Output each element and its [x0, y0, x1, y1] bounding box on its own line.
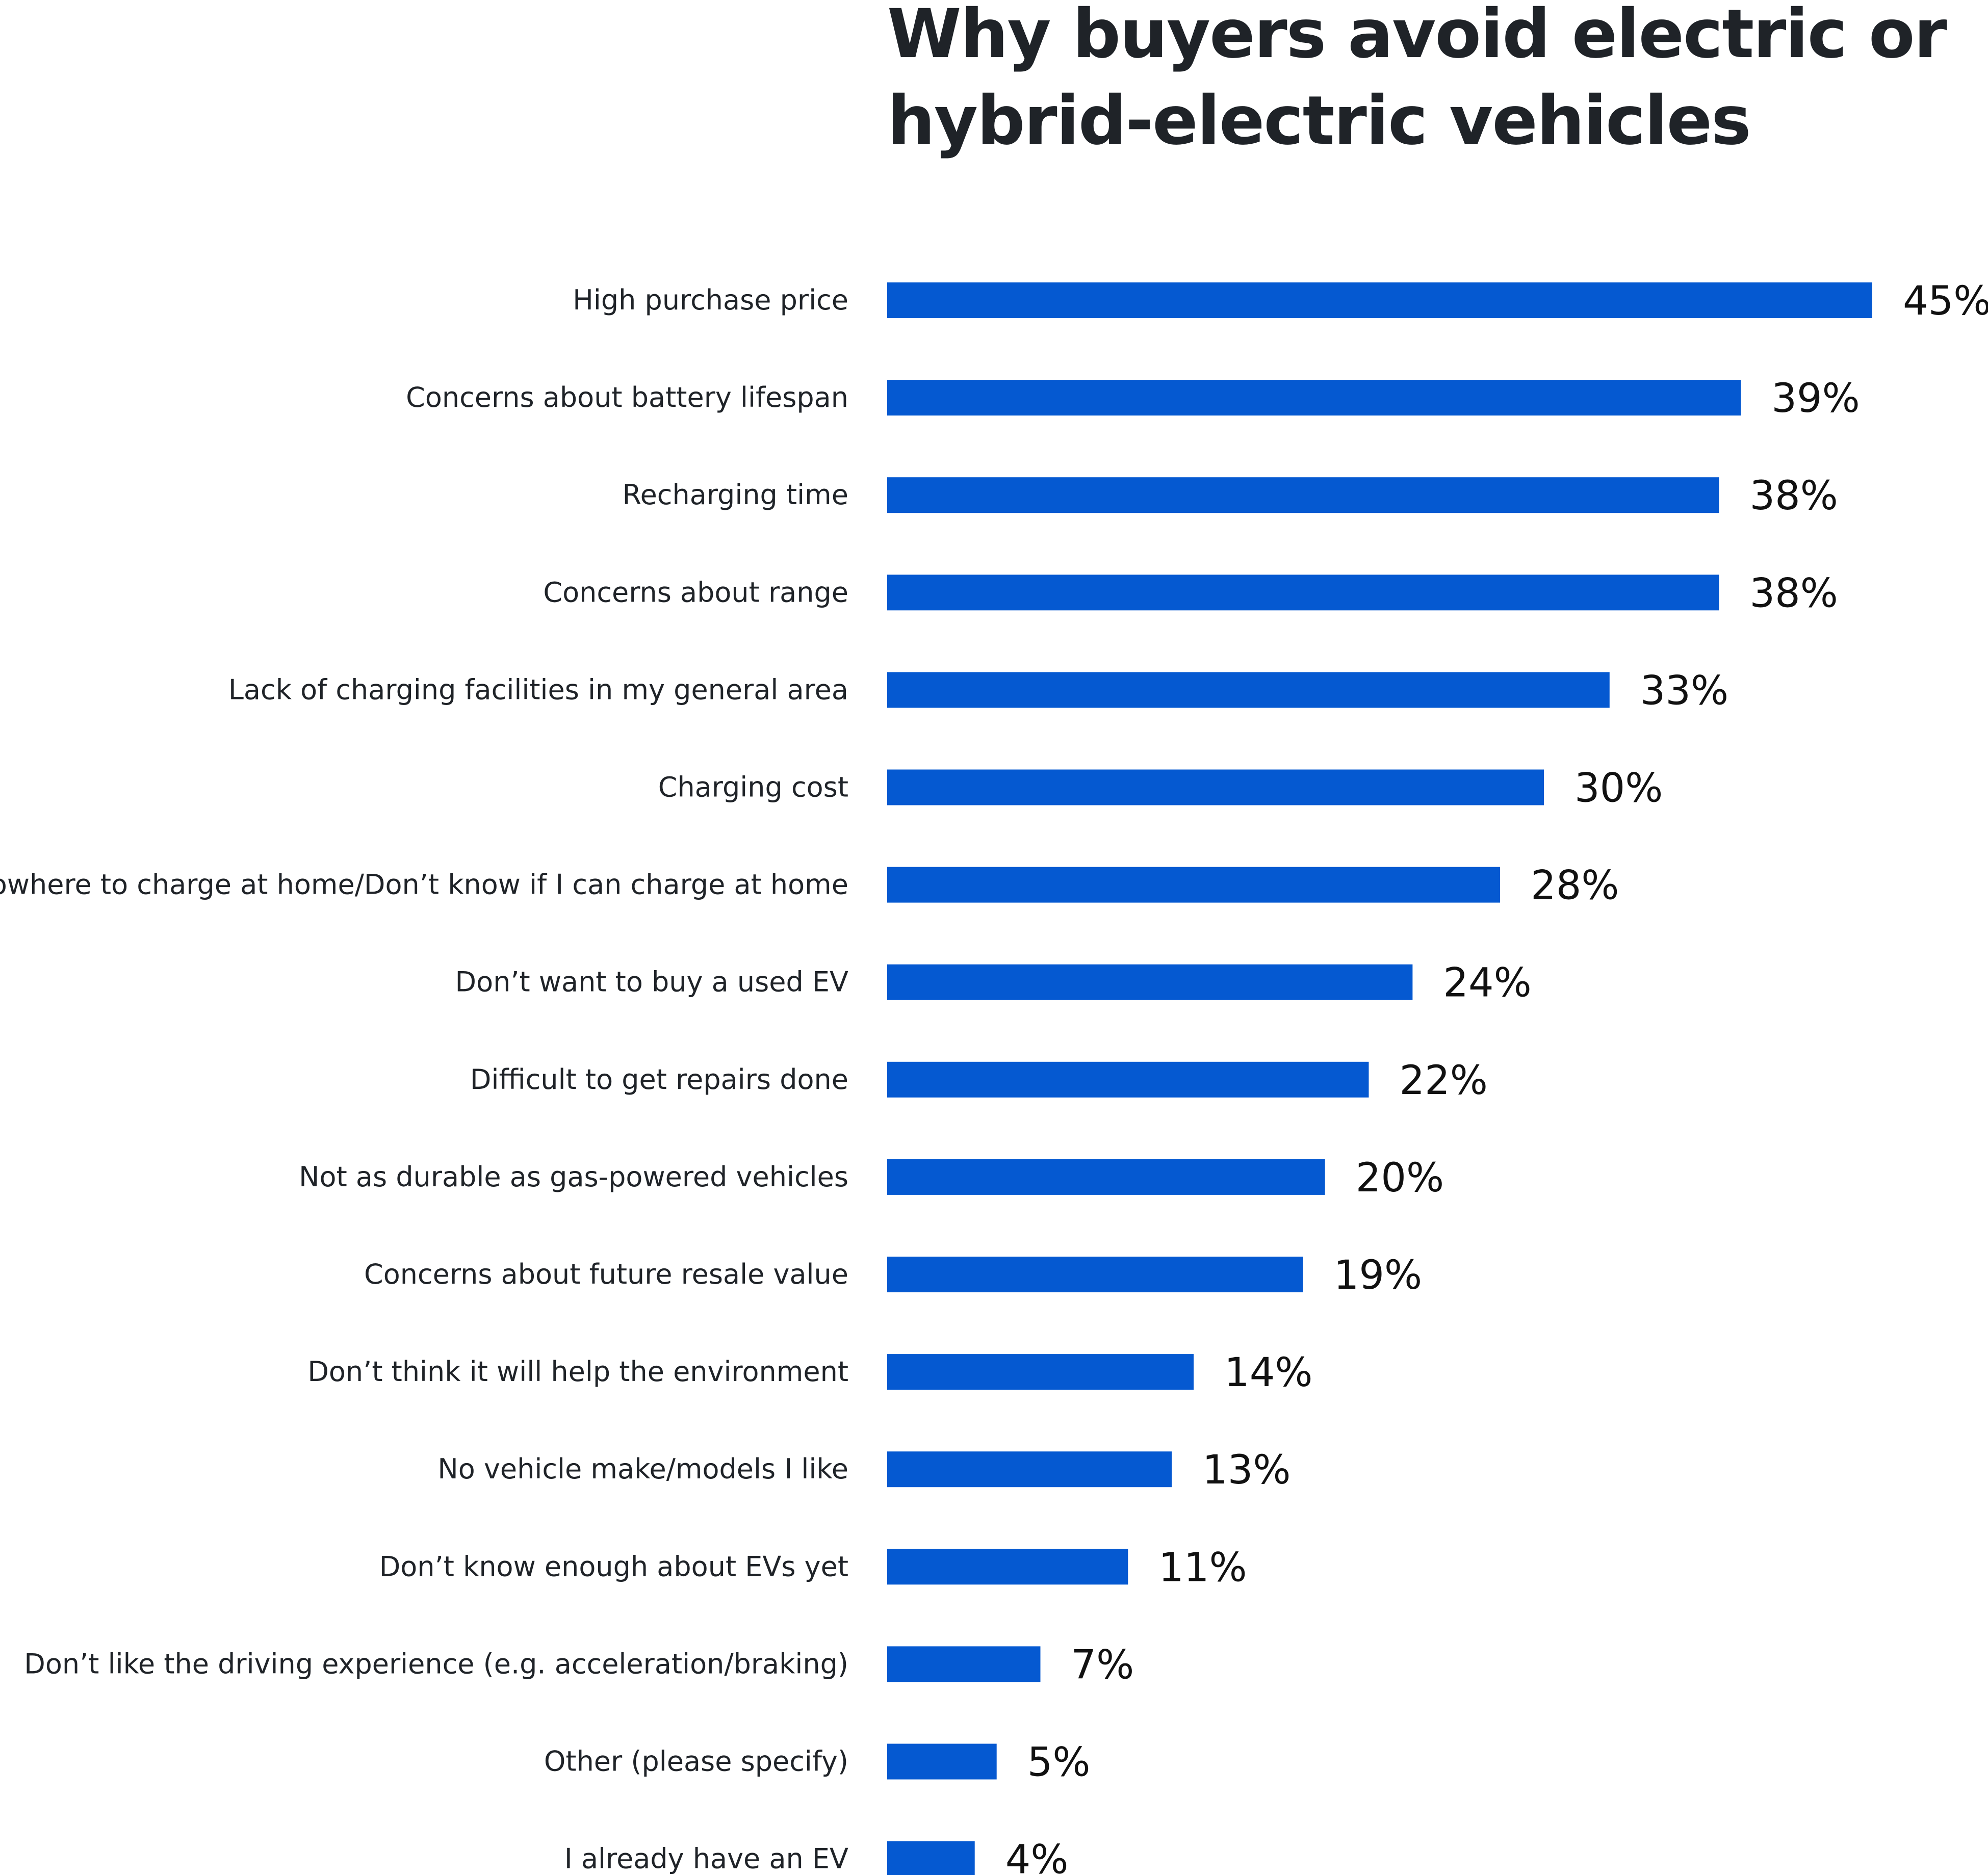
category-label: Other (please specify): [544, 1746, 848, 1778]
category-label: No vehicle make/models I like: [437, 1453, 848, 1485]
category-label: Concerns about battery lifespan: [406, 381, 848, 413]
value-label: 7%: [1071, 1642, 1134, 1688]
value-label: 4%: [1005, 1837, 1069, 1875]
bar: [887, 1646, 1041, 1682]
category-labels: High purchase price Concerns about batter…: [0, 284, 848, 1875]
value-label: 22%: [1400, 1058, 1488, 1104]
value-label: 11%: [1158, 1545, 1247, 1591]
value-labels: 45% 39% 38% 38% 33% 30% 28% 24% 22% 20% 19% 14% 13% 1…: [1005, 278, 1988, 1875]
bar: [887, 1743, 997, 1780]
category-label: I already have an EV: [564, 1843, 848, 1875]
category-label: Not as durable as gas-powered vehicles: [299, 1161, 848, 1193]
value-label: 45%: [1903, 278, 1988, 324]
category-label: Don’t know enough about EVs yet: [379, 1550, 848, 1582]
value-label: 38%: [1750, 473, 1838, 519]
category-label: Nowhere to charge at home/Don’t know if …: [0, 869, 848, 901]
category-label: Don’t think it will help the environment: [307, 1356, 848, 1388]
bar: [887, 1061, 1369, 1098]
bar: [887, 477, 1719, 513]
category-label: Recharging time: [622, 479, 848, 511]
value-label: 20%: [1356, 1155, 1444, 1201]
value-label: 33%: [1640, 668, 1728, 714]
category-label: Concerns about future resale value: [364, 1258, 848, 1290]
bar: [887, 1451, 1172, 1488]
value-label: 39%: [1771, 376, 1860, 422]
value-label: 28%: [1531, 863, 1619, 909]
category-label: Charging cost: [658, 771, 848, 803]
bar: [887, 1159, 1325, 1195]
category-label: Difficult to get repairs done: [470, 1063, 848, 1096]
bar: [887, 380, 1741, 416]
bar: [887, 867, 1501, 903]
bar: [887, 1549, 1128, 1585]
chart-title: Why buyers avoid electric or hybrid-elec…: [887, 0, 1947, 160]
category-label: Concerns about range: [543, 576, 848, 608]
bar: [887, 575, 1719, 611]
bar: [887, 964, 1413, 1000]
bars-group: [887, 282, 1872, 1875]
bar: [887, 1841, 975, 1875]
category-label: High purchase price: [573, 284, 848, 316]
value-label: 30%: [1574, 766, 1663, 812]
value-label: 19%: [1334, 1253, 1422, 1298]
value-label: 24%: [1443, 960, 1531, 1006]
category-label: Don’t like the driving experience (e.g. …: [24, 1648, 848, 1680]
value-label: 38%: [1750, 570, 1838, 616]
value-label: 13%: [1202, 1447, 1290, 1493]
value-label: 5%: [1027, 1740, 1091, 1786]
bar: [887, 769, 1544, 805]
bar: [887, 282, 1872, 318]
bar: [887, 1354, 1194, 1390]
category-label: Lack of charging facilities in my genera…: [228, 673, 848, 706]
bar: [887, 1257, 1303, 1292]
bar: [887, 672, 1610, 708]
value-label: 14%: [1224, 1350, 1312, 1396]
category-label: Don’t want to buy a used EV: [455, 966, 848, 998]
